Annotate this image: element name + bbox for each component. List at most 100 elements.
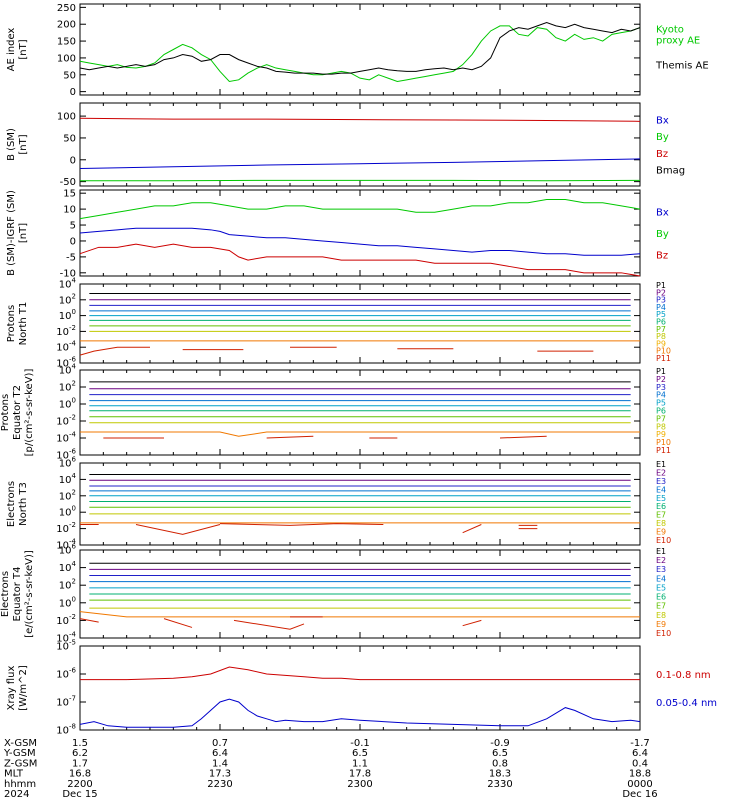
legend-label: E6 <box>656 593 666 602</box>
y-tick-label: -10 <box>60 268 76 279</box>
legend-label: P4 <box>656 391 666 400</box>
y-tick-label: -50 <box>60 177 76 188</box>
y-tick-label: 104 <box>59 472 77 486</box>
y-tick-label: 0 <box>70 87 76 98</box>
y-axis-title: [W/m^2] <box>18 665 29 711</box>
legend-label: P8 <box>656 422 666 431</box>
y-axis-title: Electrons <box>6 481 17 527</box>
x-axis-value: 2230 <box>207 779 232 790</box>
channel-fragment <box>79 346 150 356</box>
legend-label: E7 <box>656 511 666 520</box>
channel-fragment <box>163 618 193 628</box>
x-axis-value: 6.4 <box>632 748 648 759</box>
y-tick-label: 10-2 <box>56 613 76 627</box>
channel-fragment <box>266 435 314 439</box>
x-axis-table: X-GSM 1.5 0.7 -0.1 -0.9 -1.7 Y-GSM 6.2 6.4 6.5 6.5… <box>3 738 658 800</box>
series-line-themis-ae <box>79 22 641 75</box>
series-line-bx <box>79 158 641 170</box>
y-axis-title: [nT] <box>18 134 29 154</box>
legend-label: Kyoto <box>656 24 684 35</box>
legend-label: Bx <box>656 208 669 219</box>
y-tick-label: 250 <box>57 3 76 14</box>
channel-fragment <box>135 524 221 535</box>
y-axis-title: [nT] <box>18 223 29 243</box>
x-axis-value: 6.5 <box>352 748 368 759</box>
x-axis-row-label: X-GSM <box>4 738 37 749</box>
channel-fragment <box>462 524 482 534</box>
x-axis-value: 17.8 <box>349 769 371 780</box>
y-tick-label: 50 <box>63 133 76 144</box>
y-axis-title: B (SM)-IGRF (SM) <box>6 190 17 276</box>
x-axis-value: 17.3 <box>209 769 231 780</box>
legend-label: P9 <box>656 339 666 348</box>
y-tick-label: 5 <box>70 221 76 232</box>
series-line-bx <box>79 227 641 256</box>
legend-label: P4 <box>656 303 666 312</box>
y-axis-title: North T3 <box>18 482 29 526</box>
series-line-0-05-0-4-nm <box>79 698 641 728</box>
channel-fragment <box>79 618 99 623</box>
y-tick-label: 10 <box>63 205 76 216</box>
panel-frame <box>79 369 641 456</box>
y-tick-label: 10-2 <box>56 414 76 428</box>
y-tick-label: -5 <box>66 252 76 263</box>
legend-label: E4 <box>656 485 666 494</box>
y-tick-label: 10-6 <box>56 667 76 681</box>
legend-label: P11 <box>656 446 671 455</box>
series-line-0-1-0-8-nm <box>80 666 640 681</box>
y-tick-label: 100 <box>59 595 76 609</box>
legend-label: P2 <box>656 288 666 297</box>
legend-label: P5 <box>656 399 666 408</box>
panel-frame <box>79 645 641 731</box>
x-axis-value: 6.5 <box>492 748 508 759</box>
legend-label: E6 <box>656 502 666 511</box>
panel-2: -50 0 50 100 B (SM) [nT] Bx By Bz Bmag <box>6 102 685 188</box>
y-tick-label: 15 <box>63 189 76 200</box>
legend-label: 0.05-0.4 nm <box>656 698 717 709</box>
legend-label: Themis AE <box>655 61 709 72</box>
legend-label: P10 <box>656 347 671 356</box>
y-tick-label: 50 <box>63 70 76 81</box>
x-axis-value: 0.8 <box>492 758 508 769</box>
y-axis-title: [p/(cm²-s-sr-keV)] <box>24 369 35 457</box>
x-axis-value: -0.9 <box>490 738 510 749</box>
legend-label: E1 <box>656 547 666 556</box>
y-axis-title: Protons <box>0 394 11 431</box>
legend-label: P3 <box>656 296 666 305</box>
legend-label: P6 <box>656 318 666 327</box>
x-axis-value: 18.8 <box>629 769 651 780</box>
panel-frame <box>79 189 641 277</box>
legend-label: E5 <box>656 494 666 503</box>
x-axis-row-label: MLT <box>4 769 24 780</box>
legend-label: P7 <box>656 325 666 334</box>
x-axis-value: 6.2 <box>72 748 88 759</box>
y-tick-label: 106 <box>59 543 77 557</box>
x-axis-value: 1.1 <box>352 758 368 769</box>
panel-8: 10-8 10-7 10-6 10-5 Xray flux [W/m^2] 0.1-0.8 … <box>6 639 717 737</box>
x-axis-value: 1.5 <box>72 738 88 749</box>
channel-fragment <box>462 619 482 627</box>
channel-fragment <box>499 435 547 439</box>
y-tick-label: 10-2 <box>56 324 76 338</box>
y-axis-title: AE index <box>6 28 17 72</box>
x-axis-value: -0.1 <box>350 738 370 749</box>
legend-label: Bz <box>656 251 668 262</box>
y-tick-label: 150 <box>57 37 76 48</box>
y-axis-title: B (SM) <box>6 128 17 161</box>
y-tick-label: 100 <box>57 53 76 64</box>
x-axis-value: Dec 16 <box>622 789 657 800</box>
x-axis-value: 2300 <box>347 779 372 790</box>
x-axis-value: -1.7 <box>630 738 650 749</box>
y-axis-title: Electrons <box>0 571 11 617</box>
y-tick-label: 10-4 <box>56 340 76 354</box>
x-axis-value: 0000 <box>627 779 652 790</box>
series-line-bz <box>79 243 641 277</box>
channel-fragment <box>79 611 640 618</box>
legend-label: Bmag <box>656 165 685 176</box>
y-tick-label: 100 <box>59 505 76 519</box>
legend-label: E10 <box>656 536 671 545</box>
x-axis-value: 2330 <box>487 779 512 790</box>
